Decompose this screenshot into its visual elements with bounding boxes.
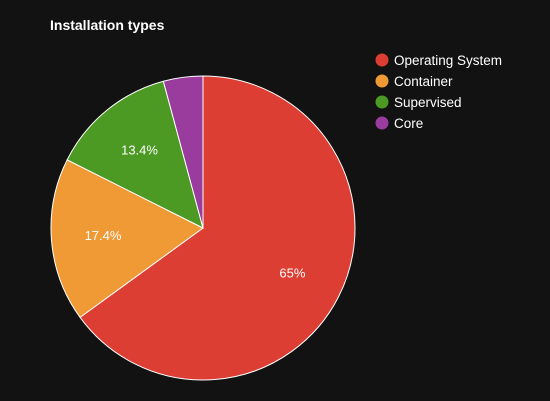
slice-labels: 65% 17.4% 13.4% xyxy=(85,142,306,280)
chart-title: Installation types xyxy=(50,17,165,33)
pie-slice-core[interactable] xyxy=(162,75,204,229)
legend-item-operating-system[interactable]: Operating System xyxy=(375,53,503,68)
pie-slice-operating-system[interactable] xyxy=(79,75,356,381)
legend-label: Supervised xyxy=(394,95,462,110)
slice-label-supervised: 13.4% xyxy=(121,142,158,157)
pie xyxy=(50,75,356,381)
legend: Operating System Container Supervised Core xyxy=(375,53,503,131)
legend-swatch xyxy=(375,95,389,109)
legend-item-supervised[interactable]: Supervised xyxy=(375,95,462,110)
pie-slice-container[interactable] xyxy=(50,159,204,319)
legend-label: Operating System xyxy=(394,53,502,68)
legend-swatch xyxy=(375,74,389,88)
legend-item-container[interactable]: Container xyxy=(375,74,454,89)
slice-label-operating-system: 65% xyxy=(279,266,305,281)
slice-label-container: 17.4% xyxy=(85,228,122,243)
legend-swatch xyxy=(375,53,389,67)
legend-label: Core xyxy=(394,116,423,131)
legend-swatch xyxy=(375,116,389,130)
legend-item-core[interactable]: Core xyxy=(375,116,424,131)
pie-slice-supervised[interactable] xyxy=(66,80,204,229)
legend-label: Container xyxy=(394,74,453,89)
